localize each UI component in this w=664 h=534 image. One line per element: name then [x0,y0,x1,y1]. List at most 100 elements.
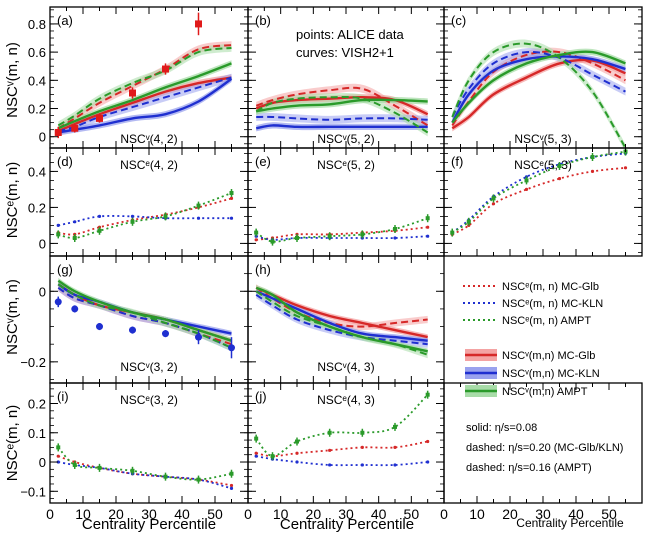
panel-g: −0.2 0 (g) NSCᵛ(3, 2) [20,255,249,384]
xtick-label-k-1: 10 [469,506,485,522]
panel-title-h: NSCᵛ(4, 3) [317,360,374,374]
series-d-1 [58,215,232,227]
marker-d-1-0 [56,223,60,227]
marker-i-2-6 [229,471,234,476]
series-c-3 [451,50,626,118]
marker-j-0-2 [295,451,299,455]
legend-v-ampt-label: NSCᵛ(m,n) AMPT [502,386,588,398]
marker-j-2-2 [295,439,299,444]
marker-f-0-4 [557,177,562,181]
panel-label-a: (a) [57,13,73,28]
series-j-1 [256,455,428,467]
legend-note-solid: solid: η/s=0.08 [466,422,537,434]
marker-f-0-5 [590,169,595,173]
band-g-2 [58,281,232,337]
data-point-a-0 [54,128,62,136]
x-axis-title-left: Centrality Percentile [82,516,216,533]
band-b-5 [256,93,428,137]
panel-label-d: (d) [57,154,73,169]
series-c-5 [451,42,627,148]
panel-title-c: NSCᵛ(5, 3) [514,132,571,146]
marker-j-2-3 [327,430,332,435]
series-h-5 [255,290,429,356]
panel-title-g: NSCᵛ(3, 2) [120,360,177,374]
plot-area-e [254,214,430,246]
marker-e-2-3 [327,234,332,239]
panel-i: 0 10 20 30 40 50−0.100.10.2 (i) NSCᵉ(3, 2) [20,382,249,522]
xtick-label-j-4: 40 [371,506,387,522]
data-point-a-5 [195,20,202,28]
panel-label-j: (j) [255,389,267,404]
marker-d-1-5 [196,216,201,220]
xtick-label-i-0: 0 [46,506,54,522]
marker-i-2-3 [130,468,135,473]
marker-j-2-6 [425,392,430,397]
marker-i-2-4 [163,474,168,479]
data-point-g-1 [71,305,79,313]
marker-j-2-0 [254,436,259,441]
marker-e-2-4 [360,232,365,237]
xtick-label-i-1: 10 [75,506,91,522]
ytick-label-d-0: 0 [39,236,46,251]
xtick-label-i-4: 40 [174,506,190,522]
xtick-label-i-3: 30 [141,506,157,522]
marker-i-2-0 [56,445,61,450]
marker-e-2-5 [393,227,397,231]
marker-d-2-5 [196,203,201,208]
marker-j-2-1 [270,454,275,459]
marker-e-2-1 [270,239,275,244]
marker-i-0-6 [229,483,234,488]
series-c-4 [451,50,626,124]
data-point-g-2 [96,323,103,331]
xtick-label-i-2: 20 [108,506,124,522]
marker-e-2-0 [254,230,259,235]
row4-ylabel: NSCᵉ(m, n) [4,405,21,481]
plot-area-d [56,189,234,242]
marker-f-2-5 [590,155,595,159]
series-b-1 [255,86,429,127]
marker-f-2-3 [524,178,529,183]
x-axis-title-middle: Centrality Percentile [280,516,414,533]
ytick-label-a-3: 0.6 [28,45,46,60]
xtick-label-k-2: 20 [502,506,518,522]
marker-j-0-5 [393,445,397,449]
marker-j-1-6 [426,460,430,464]
plot-area-f [450,148,628,237]
marker-e-2-6 [425,216,430,221]
ytick-label-d-1: 0.2 [28,200,46,215]
legend-v-mckln-label: NSCᵛ(m,n) MC-KLN [502,368,600,380]
series-i-2 [57,446,232,481]
marker-i-1-6 [229,486,234,490]
panel-title-i: NSCᵉ(3, 2) [120,393,178,407]
panel-title-b: NSCᵛ(5, 2) [317,132,374,146]
marker-d-1-1 [73,220,77,224]
ytick-label-d-2: 0.4 [28,164,46,179]
data-point-a-3 [129,89,136,97]
legend-note-dashed-1: dashed: η/s=0.20 (MC-Glb/KLN) [466,442,623,454]
panel-h: (h) NSCᵛ(4, 3) [247,255,445,384]
marker-d-2-2 [97,228,102,233]
panel-label-i: (i) [57,389,69,404]
marker-i-0-0 [56,454,60,458]
points-annotation: points: ALICE data [296,27,404,42]
legend-eps-mcglb-label: NSCᵉ(m, n) MC-Glb [502,281,599,293]
data-point-g-0 [54,298,62,306]
plot-area-h [255,284,429,359]
xtick-label-k-3: 30 [535,506,551,522]
legend: NSCᵉ(m, n) MC-Glb NSCᵉ(m, n) MC-KLN NSCᵉ… [463,281,623,474]
series-h-3 [255,293,428,346]
legend-v-mcglb-label: NSCᵛ(m,n) MC-Glb [502,350,595,362]
band-b-4 [256,96,428,115]
panel-f: (f) NSCᵉ(5, 3) [443,147,643,257]
marker-i-2-2 [97,465,102,470]
marker-j-0-4 [360,445,364,449]
marker-d-2-1 [72,236,77,240]
marker-j-1-5 [393,463,397,467]
plot-area-j [254,390,430,467]
plot-area-b [255,83,429,137]
series-a-5 [57,46,232,127]
marker-j-0-6 [426,439,430,444]
panel-k: 0 10 20 30 40 50 [440,382,643,522]
data-point-a-4 [162,65,169,73]
